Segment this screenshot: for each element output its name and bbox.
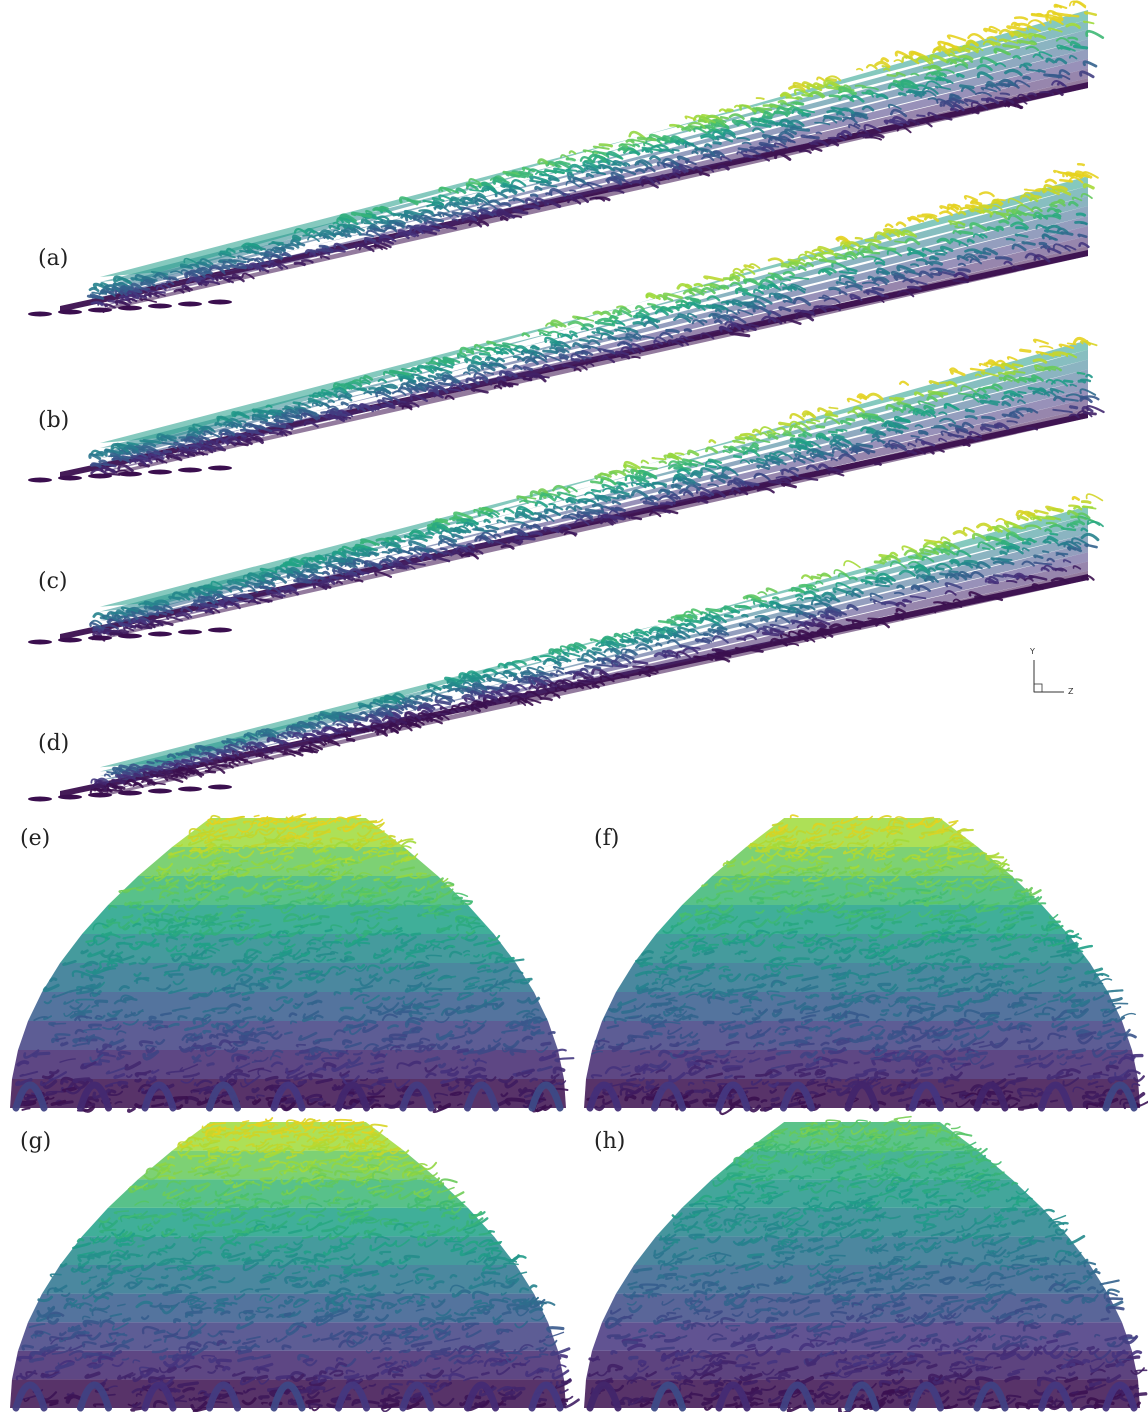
panel-label-g: (g) [20,1131,51,1153]
panel-label-a: (a) [38,248,68,270]
side-view-render-d [28,493,1104,802]
panel-label-f: (f) [594,828,619,850]
panel-label-b: (b) [38,410,69,432]
side-view-render-c [28,336,1105,645]
front-view-render-h [584,1115,1148,1412]
front-view-render-e [10,813,575,1114]
panel-label-d: (d) [38,733,69,755]
axis-label-z: Z [1068,688,1073,696]
side-view-render-b [28,162,1099,483]
panel-label-e: (e) [20,828,50,850]
axis-label-y: Y [1030,648,1035,656]
front-view-render-f [584,814,1148,1116]
front-view-render-g [10,1117,580,1412]
side-view-render-a [28,0,1105,317]
panel-label-c: (c) [38,571,68,593]
panel-label-h: (h) [594,1131,625,1153]
axes-triad-icon [1033,660,1064,693]
